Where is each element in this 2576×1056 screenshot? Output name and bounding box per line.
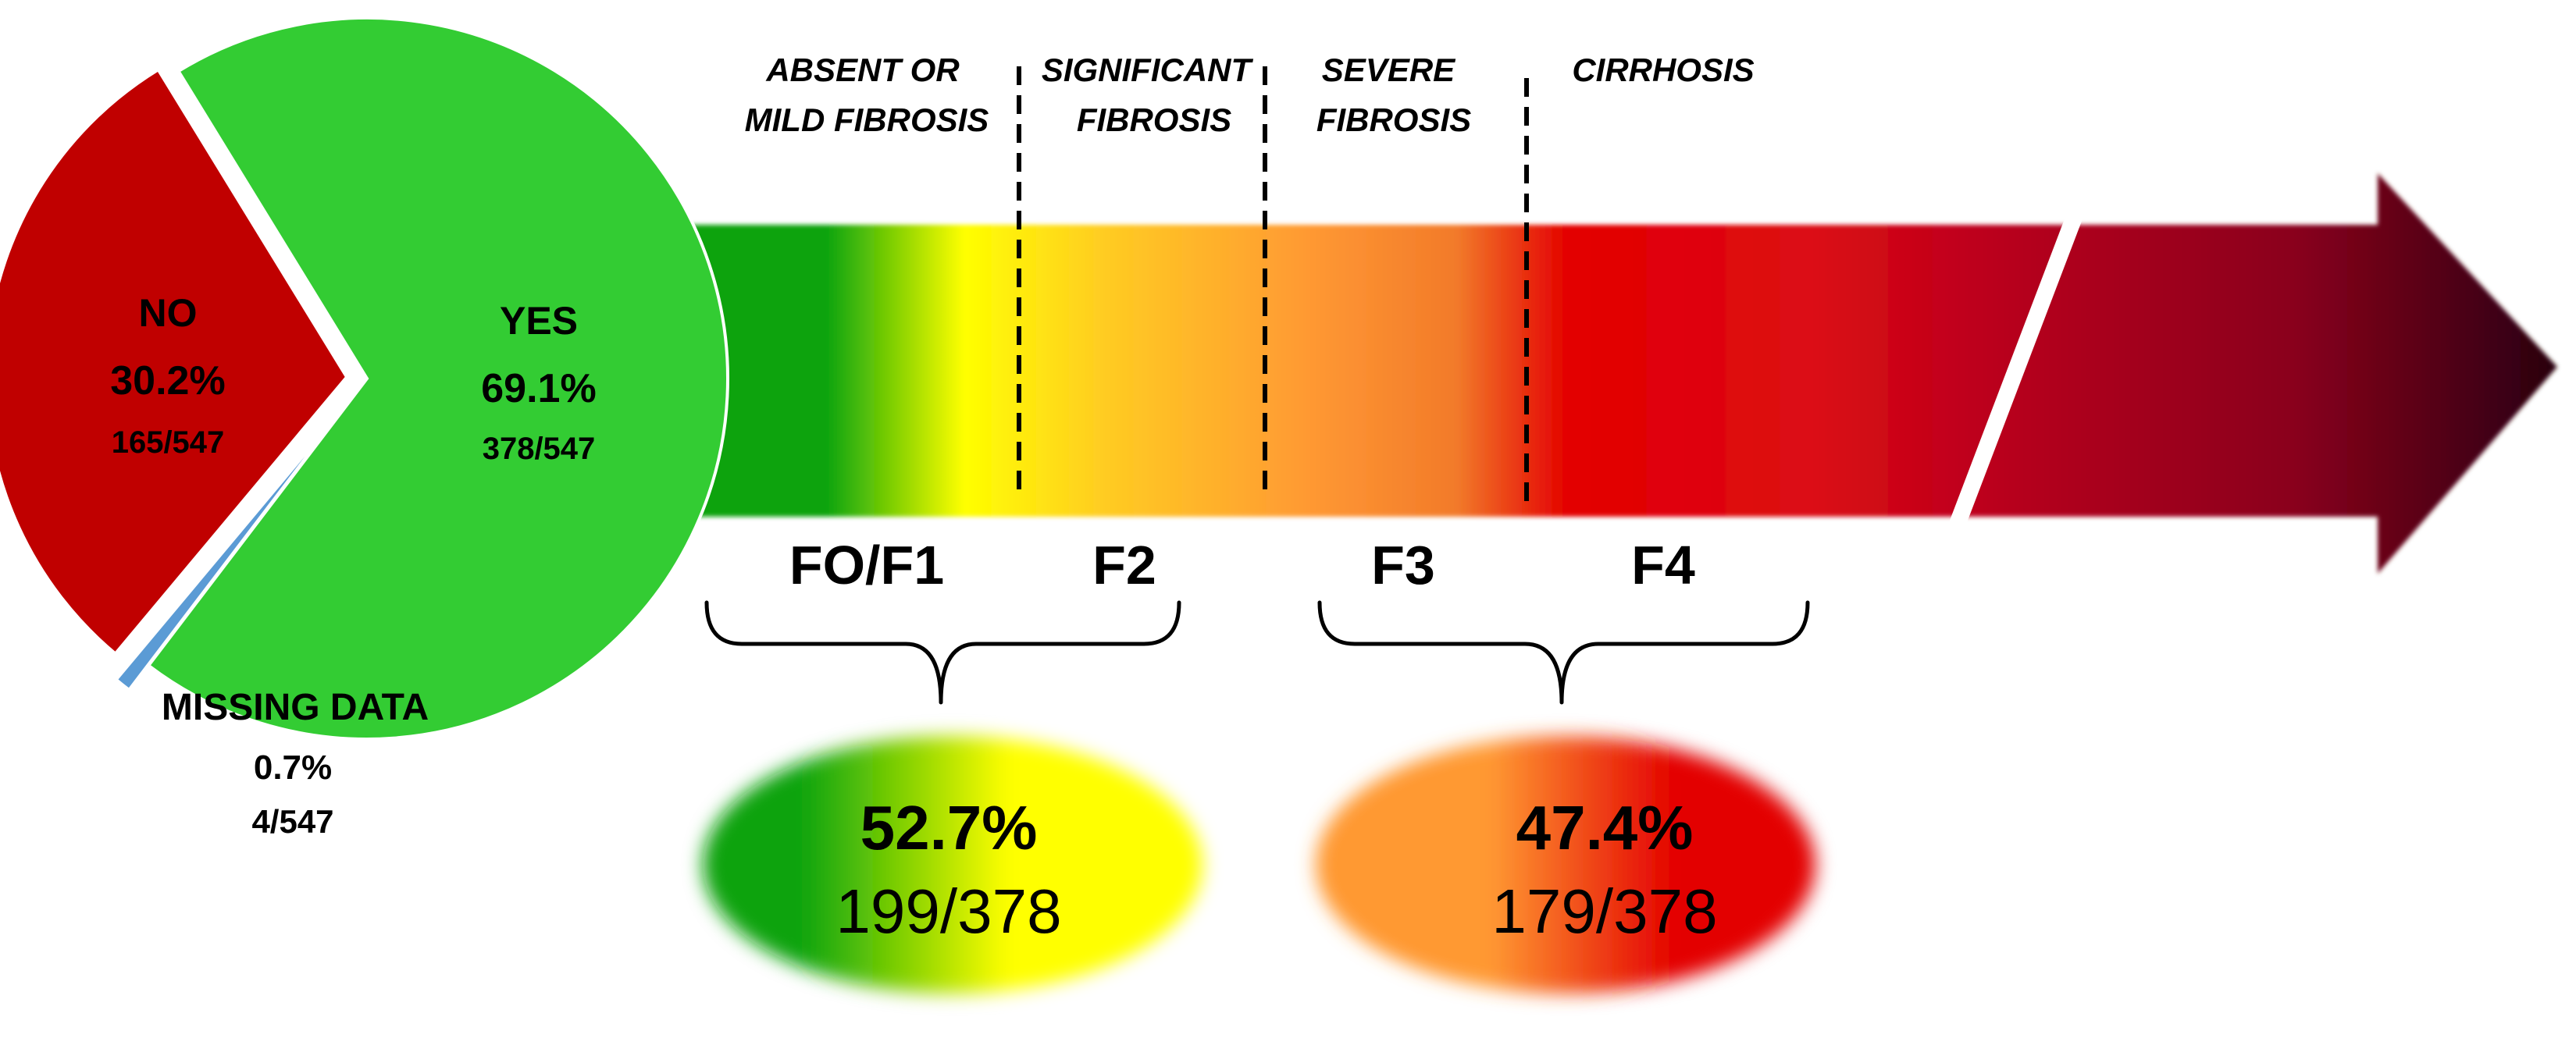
group-2-count: 179/378 [1491,876,1717,946]
group-braces [704,600,1810,705]
stage-labels: FO/F1 F2 F3 F4 [789,535,1695,596]
pie-slice-no [0,67,349,656]
group-result-1: 52.7% 199/378 [703,736,1202,994]
result-ellipse-1 [703,736,1202,994]
pie-no-count: 165/547 [112,425,225,460]
group-result-2: 47.4% 179/378 [1316,736,1815,994]
stage-label-f0f1: FO/F1 [789,535,944,596]
header-severe-line1: SEVERE [1322,52,1456,88]
group-1-count: 199/378 [836,876,1061,946]
pie-missing-label: MISSING DATA [162,687,429,728]
header-absent-line1: ABSENT OR [765,52,960,88]
header-cirrhosis: CIRRHOSIS [1572,52,1754,88]
arrow-break [1948,217,2083,524]
header-absent-line2: MILD FIBROSIS [745,101,989,138]
stage-label-f3: F3 [1371,535,1435,596]
pie-missing-pct: 0.7% [254,748,332,787]
pie-no-label: NO [139,291,198,335]
pie-labels: NO 30.2% 165/547 YES 69.1% 378/547 MISSI… [110,291,596,840]
group-1-pct: 52.7% [860,793,1038,862]
group-2-pct: 47.4% [1516,793,1694,862]
arrow-body [679,173,2557,574]
result-ellipse-2 [1316,736,1815,994]
header-significant-line2: FIBROSIS [1077,101,1231,138]
brace-left [704,600,1181,705]
stage-label-f2: F2 [1092,535,1156,596]
stage-separators [1017,66,1529,511]
pie-yes-label: YES [500,299,578,343]
pie-slice-yes [146,16,729,741]
progression-arrow [679,173,2557,574]
pie-no-pct: 30.2% [110,358,225,404]
pie-yes-count: 378/547 [483,432,596,466]
pie-chart [0,16,729,741]
header-severe-line2: FIBROSIS [1317,101,1471,138]
brace-right [1317,600,1810,705]
pie-missing-count: 4/547 [251,803,333,840]
pie-yes-pct: 69.1% [481,366,596,411]
pie-slice-missing [113,401,349,692]
stage-label-f4: F4 [1631,535,1695,596]
header-significant-line1: SIGNIFICANT [1042,52,1254,88]
stage-headers: ABSENT OR MILD FIBROSIS SIGNIFICANT FIBR… [745,52,1755,138]
